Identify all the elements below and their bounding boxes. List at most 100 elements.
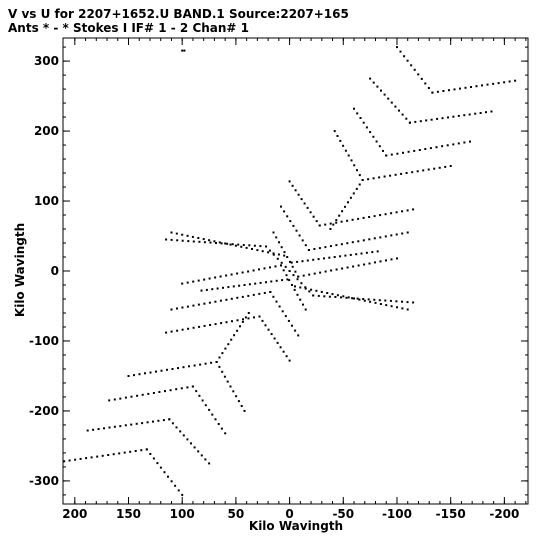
uv-point (155, 370, 157, 373)
uv-point (336, 135, 339, 137)
uv-point (339, 139, 342, 142)
uv-point (152, 392, 155, 394)
uv-point (474, 112, 477, 115)
uv-point (251, 248, 253, 250)
uv-point (158, 391, 161, 393)
uv-point (283, 251, 286, 254)
uv-point (160, 369, 163, 372)
uv-point (292, 224, 295, 227)
uv-point (396, 152, 399, 155)
uv-point (274, 265, 277, 268)
uv-point (304, 244, 307, 247)
uv-point (269, 266, 271, 269)
uv-point (413, 149, 416, 152)
uv-point (398, 109, 400, 112)
y-tick-label: -300 (29, 474, 59, 488)
uv-point (170, 308, 173, 311)
uv-point (444, 165, 447, 168)
uv-point (235, 395, 238, 398)
uv-point (387, 97, 390, 100)
uv-point (182, 366, 185, 369)
uv-point (390, 258, 393, 261)
uv-point (149, 371, 152, 374)
uv-point (214, 418, 217, 421)
uv-point (380, 89, 382, 92)
uv-point (229, 243, 232, 246)
uv-point (399, 50, 402, 53)
uv-point (240, 405, 243, 407)
y-tick-label: -200 (29, 404, 59, 418)
uv-point (319, 271, 322, 274)
uv-point (492, 82, 495, 85)
uv-point (294, 270, 297, 273)
uv-point (384, 299, 387, 302)
uv-point (247, 317, 250, 320)
uv-point (372, 135, 375, 138)
uv-point (208, 301, 211, 304)
uv-point (356, 169, 358, 172)
uv-point (418, 149, 421, 151)
uv-point (424, 82, 427, 85)
uv-point (422, 169, 425, 172)
uv-point (497, 82, 500, 85)
uv-point (230, 297, 233, 300)
uv-point (342, 295, 345, 298)
uv-point (219, 299, 222, 302)
uv-point (332, 223, 335, 226)
uv-point (326, 292, 329, 294)
uv-point (324, 246, 327, 249)
uv-point (295, 229, 298, 232)
uv-point (362, 216, 365, 219)
uv-point (280, 205, 282, 208)
uv-point (180, 387, 183, 390)
uv-point (349, 196, 352, 199)
uv-point (124, 396, 127, 399)
uv-point (341, 267, 344, 270)
uv-point (247, 312, 250, 314)
uv-point (410, 64, 413, 67)
uv-point (208, 462, 211, 465)
uv-point (96, 455, 99, 458)
uv-point (229, 385, 232, 388)
uv-point (362, 298, 365, 300)
uv-point (182, 434, 185, 437)
uv-point (197, 303, 200, 306)
uv-point (350, 159, 353, 162)
uv-point (358, 298, 361, 301)
uv-point (463, 114, 466, 117)
uv-point (344, 254, 347, 257)
uv-point (167, 475, 169, 478)
uv-point (298, 234, 301, 237)
uv-point (272, 253, 275, 256)
uv-point (135, 422, 138, 425)
uv-point (400, 172, 403, 175)
uv-point (307, 249, 310, 251)
uv-point (181, 233, 184, 236)
uv-point (232, 285, 235, 288)
uv-point (168, 418, 171, 421)
uv-point (258, 268, 260, 271)
uv-point (282, 350, 285, 353)
uv-point (376, 85, 379, 88)
uv-point (304, 308, 307, 311)
uv-point (202, 238, 205, 241)
uv-point (211, 288, 214, 291)
uv-point (289, 220, 292, 223)
uv-point (192, 304, 195, 307)
uv-point (333, 256, 336, 258)
uv-point (401, 300, 403, 303)
uv-point (176, 307, 178, 310)
uv-point (197, 450, 200, 453)
uv-point (355, 253, 358, 256)
uv-point (369, 77, 372, 80)
uv-point (452, 143, 455, 146)
uv-point (345, 296, 348, 299)
uv-point (289, 260, 291, 263)
uv-point (186, 281, 189, 284)
uv-point (68, 459, 71, 462)
uv-point (442, 90, 445, 92)
uv-point (275, 279, 278, 282)
uv-point (296, 293, 299, 296)
uv-point (470, 86, 472, 88)
uv-point (163, 471, 166, 474)
